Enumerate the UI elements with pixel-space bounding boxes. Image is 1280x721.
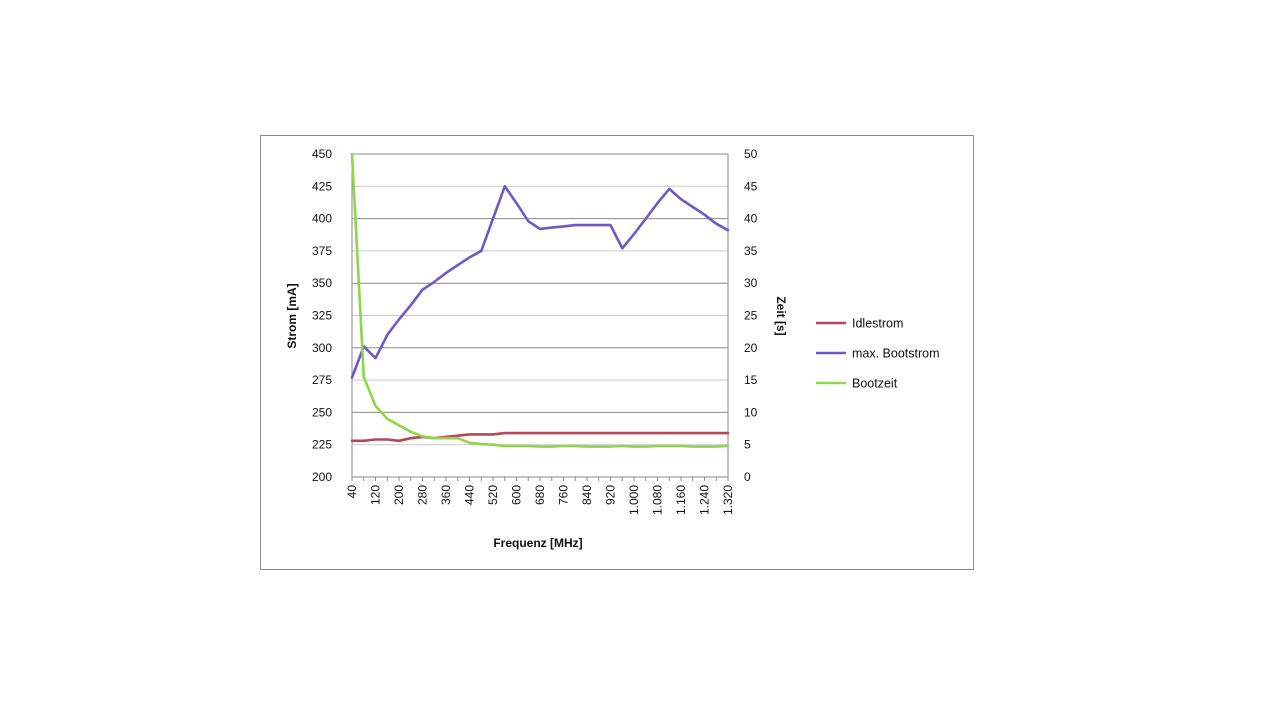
y-left-tick-label: 375 [312,244,332,258]
y-left-tick-label: 450 [312,147,332,161]
x-tick-label: 440 [463,485,477,505]
legend-label: Bootzeit [852,377,898,391]
y-right-tick-label: 45 [744,179,758,193]
x-tick-label: 1.000 [627,485,641,515]
x-tick-label: 520 [486,485,500,505]
y-right-tick-label: 15 [744,373,758,387]
x-tick-label: 680 [533,485,547,505]
y-left-tick-label: 325 [312,309,332,323]
x-tick-label: 600 [510,485,524,505]
y-right-axis-title: Zeit [s] [774,296,788,335]
x-tick-label: 1.160 [674,485,688,515]
y-right-tick-label: 40 [744,212,758,226]
series-line-1 [350,431,730,443]
y-left-axis-title: Strom [mA] [285,283,299,348]
legend-label: Idlestrom [852,317,903,331]
x-tick-label: 840 [580,485,594,505]
y-left-tick-label: 200 [312,470,332,484]
y-right-tick-label: 10 [744,405,758,419]
x-tick-label: 360 [439,485,453,505]
x-tick-label: 1.240 [698,485,712,515]
y-right-tick-label: 30 [744,276,758,290]
x-tick-label: 760 [557,485,571,505]
x-tick-label: 120 [369,485,383,505]
y-right-tick-label: 5 [744,438,751,452]
x-tick-label: 280 [416,485,430,505]
y-right-tick-label: 50 [744,147,758,161]
y-left-tick-label: 275 [312,373,332,387]
legend-label: max. Bootstrom [852,347,940,361]
y-left-tick-label: 300 [312,341,332,355]
x-tick-label: 920 [604,485,618,505]
x-axis-title: Frequenz [MHz] [493,536,582,550]
y-right-tick-label: 35 [744,244,758,258]
x-tick-label: 1.080 [651,485,665,515]
x-tick-label: 40 [345,485,359,499]
y-left-tick-label: 350 [312,276,332,290]
x-tick-label: 1.320 [721,485,735,515]
series-line-2 [350,185,730,379]
y-left-tick-label: 250 [312,405,332,419]
x-tick-label: 200 [392,485,406,505]
y-left-tick-label: 425 [312,179,332,193]
series-line-3 [350,152,730,448]
y-right-tick-label: 20 [744,341,758,355]
y-left-tick-label: 400 [312,212,332,226]
y-right-tick-label: 0 [744,470,751,484]
y-right-tick-label: 25 [744,309,758,323]
y-left-tick-label: 225 [312,438,332,452]
